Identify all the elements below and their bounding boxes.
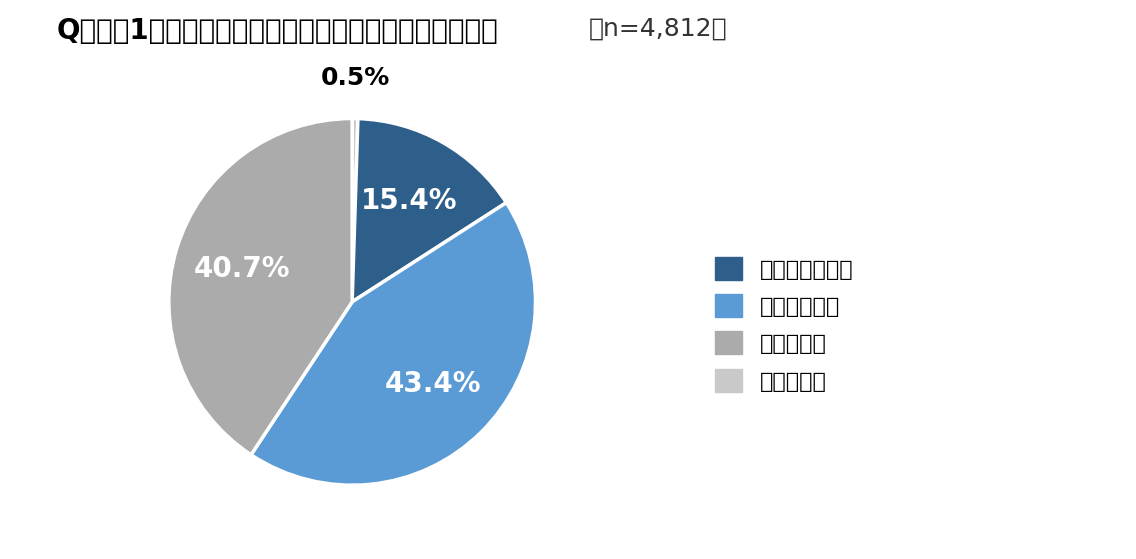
Text: Q：この1年で「防災への意識」に変化はありましたか？: Q：この1年で「防災への意識」に変化はありましたか？: [57, 17, 499, 45]
Legend: とても高まった, やや高まった, 変化はない, 低くなった: とても高まった, やや高まった, 変化はない, 低くなった: [716, 257, 853, 392]
Text: 40.7%: 40.7%: [193, 254, 290, 283]
Wedge shape: [352, 119, 358, 302]
Text: 15.4%: 15.4%: [361, 187, 458, 215]
Text: 43.4%: 43.4%: [385, 370, 482, 398]
Text: （n=4,812）: （n=4,812）: [588, 17, 727, 41]
Wedge shape: [352, 119, 507, 302]
Wedge shape: [169, 119, 352, 455]
Text: 0.5%: 0.5%: [321, 66, 391, 90]
Wedge shape: [251, 203, 535, 485]
